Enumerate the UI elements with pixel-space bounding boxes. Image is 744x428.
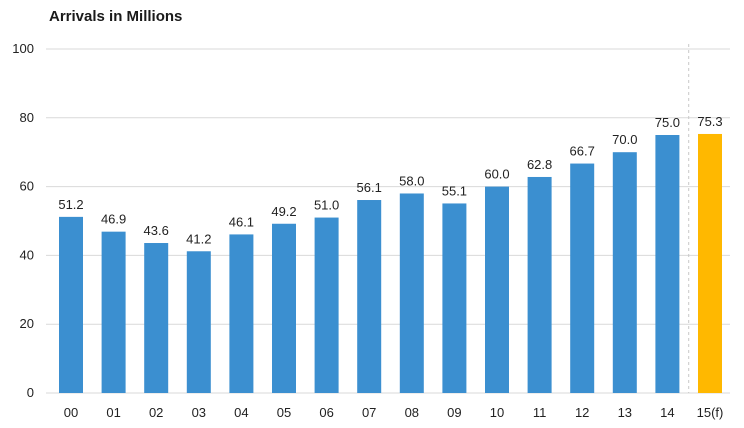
bar <box>357 200 382 393</box>
x-tick-label: 05 <box>277 405 291 420</box>
y-tick-label: 100 <box>12 41 34 56</box>
bar <box>485 186 509 393</box>
y-tick-label: 40 <box>20 247 34 262</box>
bar <box>399 193 424 393</box>
data-label: 43.6 <box>144 223 169 238</box>
chart-title: Arrivals in Millions <box>49 8 183 25</box>
bar <box>59 216 83 393</box>
y-tick-label: 60 <box>20 179 34 194</box>
bar-forecast <box>698 133 722 393</box>
x-tick-label: 14 <box>660 405 674 420</box>
x-tick-label: 12 <box>575 405 589 420</box>
bar <box>612 152 637 393</box>
data-label: 46.9 <box>101 212 126 227</box>
data-label: 49.2 <box>271 204 296 219</box>
y-tick-label: 80 <box>20 110 34 125</box>
data-label: 51.0 <box>314 198 339 213</box>
x-tick-label: 04 <box>234 405 248 420</box>
bar <box>527 176 552 393</box>
data-label: 51.2 <box>58 197 83 212</box>
x-tick-label: 09 <box>447 405 461 420</box>
x-tick-label: 02 <box>149 405 163 420</box>
data-label: 75.3 <box>697 114 722 129</box>
x-tick-label: 07 <box>362 405 376 420</box>
x-tick-label: 11 <box>533 405 547 420</box>
data-label: 58.0 <box>399 173 424 188</box>
x-tick-label: 15(f) <box>697 405 724 420</box>
data-label: 70.0 <box>612 132 637 147</box>
bar <box>442 203 467 393</box>
x-tick-label: 13 <box>618 405 632 420</box>
data-label: 56.1 <box>357 180 382 195</box>
x-tick-label: 00 <box>64 405 78 420</box>
data-label: 62.8 <box>527 157 552 172</box>
bar <box>314 217 339 393</box>
bar <box>101 231 126 393</box>
data-label: 55.1 <box>442 183 467 198</box>
data-label: 60.0 <box>484 167 509 182</box>
bar <box>272 223 296 393</box>
bar <box>570 163 595 393</box>
x-tick-label: 01 <box>106 405 120 420</box>
data-label: 46.1 <box>229 214 254 229</box>
data-label: 75.0 <box>655 115 680 130</box>
data-label: 41.2 <box>186 231 211 246</box>
x-tick-label: 06 <box>319 405 333 420</box>
bar <box>186 251 211 393</box>
y-tick-label: 20 <box>20 316 34 331</box>
bar <box>655 135 680 393</box>
x-tick-label: 08 <box>405 405 419 420</box>
data-label: 66.7 <box>570 144 595 159</box>
x-tick-label: 10 <box>490 405 504 420</box>
y-tick-label: 0 <box>27 385 34 400</box>
x-tick-label: 03 <box>192 405 206 420</box>
bar <box>229 234 254 393</box>
bar <box>144 243 169 393</box>
